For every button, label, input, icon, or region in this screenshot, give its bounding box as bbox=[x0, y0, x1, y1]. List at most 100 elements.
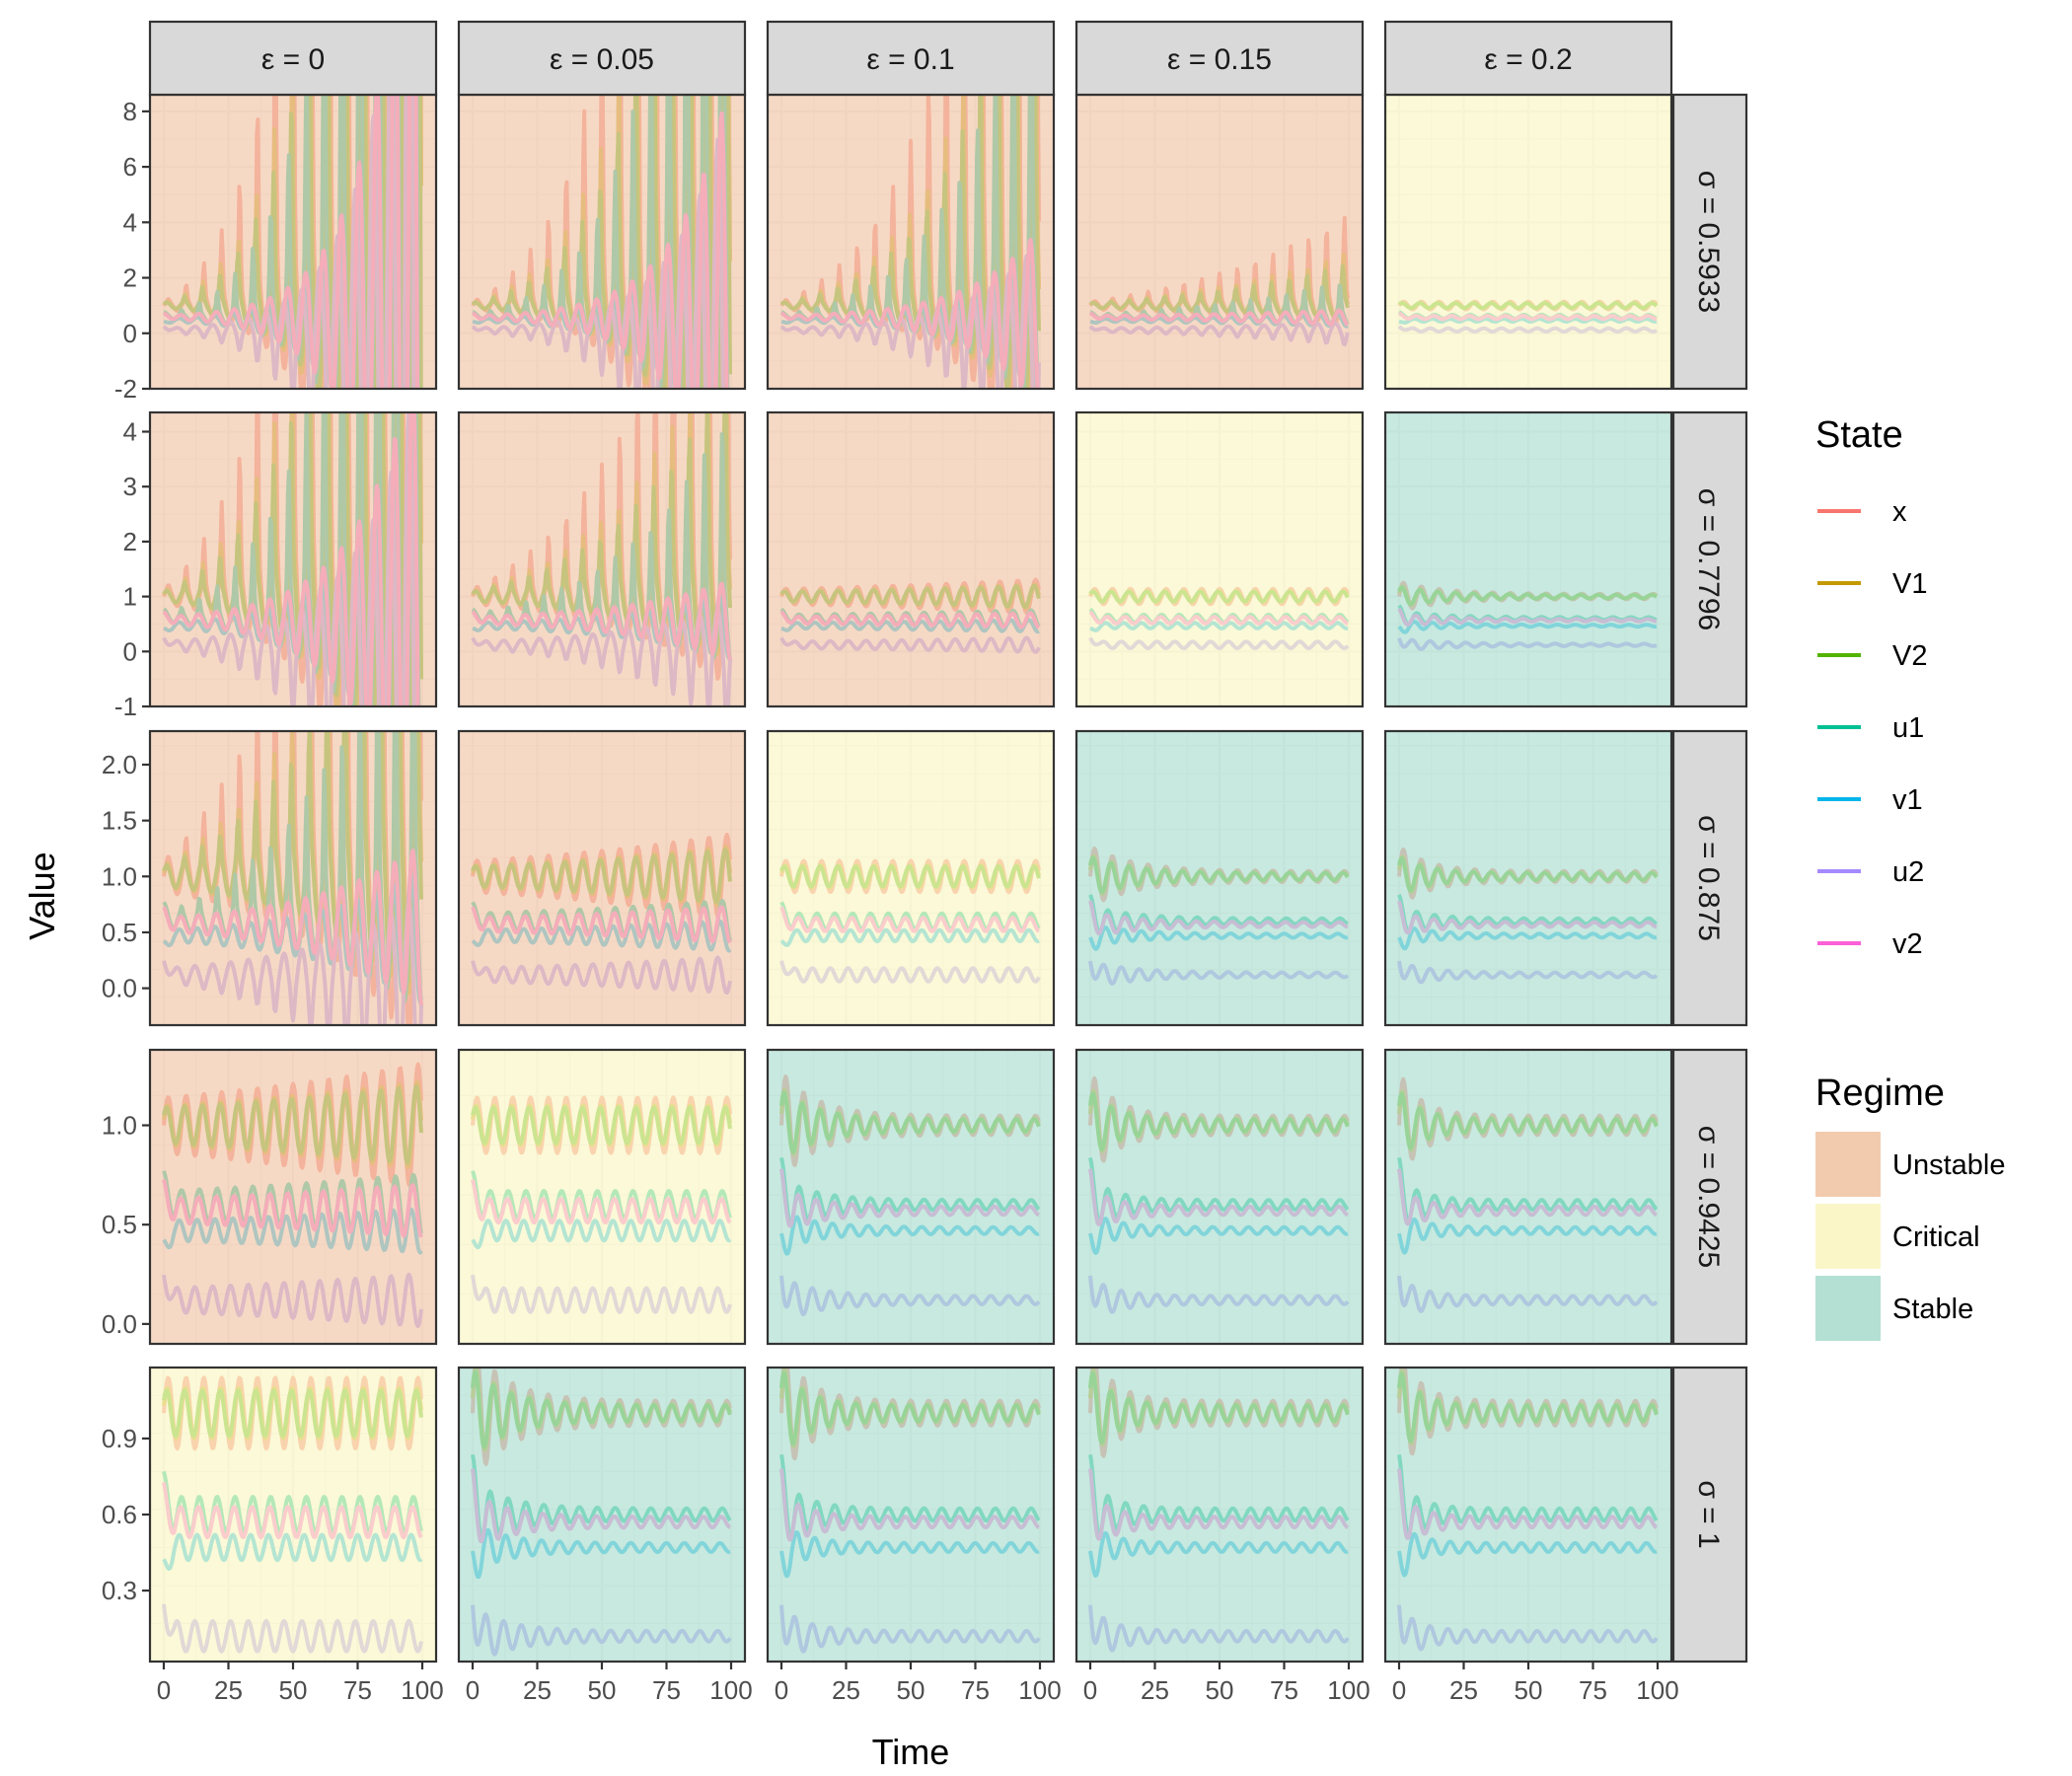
panel-border bbox=[1074, 729, 1365, 1027]
facet-panel-r3-c4 bbox=[1074, 729, 1365, 1027]
y-tick-label: 0.3 bbox=[102, 1576, 137, 1605]
facet-panel-r3-c3 bbox=[766, 729, 1056, 1027]
row-strip-label: σ = 0.875 bbox=[1692, 815, 1725, 941]
legend-label: V1 bbox=[1892, 568, 1927, 600]
regime-fill-unstable bbox=[768, 412, 1054, 706]
x-tick-label: 50 bbox=[897, 1675, 925, 1705]
regime-fill-unstable bbox=[459, 731, 745, 1025]
regime-fill-critical bbox=[459, 1050, 745, 1344]
y-tick-label: 0.5 bbox=[102, 1210, 137, 1239]
regime-fill-stable bbox=[768, 1050, 1054, 1344]
x-tick-label: 25 bbox=[832, 1675, 860, 1705]
column-strip-2: ε = 0.05 bbox=[457, 20, 747, 97]
legend-state-item-u1: u1 bbox=[1817, 712, 1924, 744]
x-tick-label: 50 bbox=[588, 1675, 617, 1705]
regime-fill-stable bbox=[459, 1368, 745, 1662]
y-axis-title: Value bbox=[22, 851, 62, 939]
x-tick-label: 100 bbox=[1327, 1675, 1369, 1705]
y-tick-label: 0.6 bbox=[102, 1500, 137, 1529]
column-strip-label: ε = 0.2 bbox=[1484, 43, 1572, 76]
facet-panel-r1-c5 bbox=[1383, 93, 1673, 391]
column-strip-label: ε = 0.1 bbox=[866, 43, 954, 76]
row-strip-label: σ = 0.5933 bbox=[1692, 171, 1725, 313]
y-tick-label: 1.5 bbox=[102, 806, 137, 836]
y-tick-label: 0.0 bbox=[102, 974, 137, 1003]
regime-fill-unstable bbox=[150, 1050, 436, 1344]
column-strip-label: ε = 0 bbox=[261, 43, 325, 76]
x-tick-label: 100 bbox=[401, 1675, 443, 1705]
facet-panel-r1-c4 bbox=[1074, 93, 1365, 391]
y-tick-label: 0.9 bbox=[102, 1424, 137, 1453]
regime-fill-stable bbox=[1076, 1368, 1363, 1662]
facet-panel-r5-c2 bbox=[457, 1366, 747, 1664]
regime-fill-stable bbox=[1385, 1050, 1671, 1344]
regime-fill-stable bbox=[1076, 1050, 1363, 1344]
y-tick-label: 4 bbox=[123, 207, 137, 237]
column-strip-3: ε = 0.1 bbox=[766, 20, 1056, 97]
legend-label: x bbox=[1892, 496, 1907, 528]
facet-panel-r1-c1 bbox=[148, 93, 438, 391]
x-tick-label: 50 bbox=[1515, 1675, 1543, 1705]
panel-border bbox=[457, 1048, 747, 1346]
y-tick-label: -1 bbox=[114, 692, 137, 721]
regime-fill-unstable bbox=[150, 95, 436, 389]
facet-panel-r2-c4 bbox=[1074, 410, 1365, 708]
regime-fill-stable bbox=[1385, 731, 1671, 1025]
x-tick-label: 100 bbox=[709, 1675, 752, 1705]
x-tick-label: 100 bbox=[1018, 1675, 1061, 1705]
regime-fill-unstable bbox=[459, 95, 745, 389]
regime-fill-unstable bbox=[150, 412, 436, 706]
x-tick-label: 75 bbox=[1270, 1675, 1298, 1705]
row-strip-2: σ = 0.7796 bbox=[1671, 410, 1748, 708]
legend-state-item-u2: u2 bbox=[1817, 856, 1924, 888]
y-tick-label: 0 bbox=[123, 319, 137, 348]
facet-panel-r3-c5 bbox=[1383, 729, 1673, 1027]
x-tick-label: 0 bbox=[775, 1675, 788, 1705]
legend-regime-title: Regime bbox=[1815, 1073, 1945, 1114]
legend-regime-item-unstable: Unstable bbox=[1815, 1132, 2005, 1197]
y-tick-label: 2 bbox=[123, 263, 137, 293]
x-tick-label: 75 bbox=[961, 1675, 990, 1705]
panel-border bbox=[1383, 410, 1673, 708]
regime-fill-stable bbox=[1385, 1368, 1671, 1662]
regime-fill-critical bbox=[768, 731, 1054, 1025]
x-tick-label: 25 bbox=[214, 1675, 243, 1705]
y-tick-label: 6 bbox=[123, 152, 137, 182]
x-tick-label: 75 bbox=[652, 1675, 681, 1705]
legend-state-item-V1: V1 bbox=[1817, 568, 1927, 600]
panel-border bbox=[766, 410, 1056, 708]
legend-label: v2 bbox=[1892, 928, 1923, 960]
x-tick-label: 0 bbox=[157, 1675, 171, 1705]
y-tick-label: 2.0 bbox=[102, 750, 137, 779]
row-strip-label: σ = 1 bbox=[1692, 1480, 1725, 1548]
legend-state-title: State bbox=[1815, 414, 1903, 456]
y-tick-label: 1.0 bbox=[102, 1111, 137, 1141]
regime-fill-critical bbox=[1076, 412, 1363, 706]
row-strip-label: σ = 0.9425 bbox=[1692, 1126, 1725, 1268]
panel-border bbox=[766, 729, 1056, 1027]
x-tick-label: 100 bbox=[1636, 1675, 1678, 1705]
legend-label: V2 bbox=[1892, 640, 1927, 672]
panel-border bbox=[1074, 410, 1365, 708]
legend-label: Critical bbox=[1892, 1221, 1980, 1253]
y-tick-label: 3 bbox=[123, 472, 137, 501]
regime-fill-unstable bbox=[1076, 95, 1363, 389]
panel-border bbox=[766, 1048, 1056, 1346]
regime-fill-critical bbox=[1385, 95, 1671, 389]
y-tick-label: 2 bbox=[123, 527, 137, 556]
facet-panel-r1-c2 bbox=[457, 93, 747, 391]
legend-regime-entries: Unstable Critical Stable bbox=[1815, 1132, 2005, 1341]
x-tick-label: 75 bbox=[1579, 1675, 1607, 1705]
x-tick-label: 0 bbox=[1392, 1675, 1406, 1705]
facet-panel-r5-c1 bbox=[148, 1366, 438, 1664]
facet-panel-r2-c1 bbox=[148, 410, 438, 708]
facet-panel-r5-c3 bbox=[766, 1366, 1056, 1664]
facet-panel-r5-c5 bbox=[1383, 1366, 1673, 1664]
y-tick-label: 0 bbox=[123, 636, 137, 666]
facet-panel-r3-c1 bbox=[148, 729, 438, 1027]
column-strip-5: ε = 0.2 bbox=[1383, 20, 1673, 97]
legend-state-item-v2: v2 bbox=[1817, 928, 1923, 960]
regime-fill-unstable bbox=[459, 412, 745, 706]
facet-panel-r5-c4 bbox=[1074, 1366, 1365, 1664]
regime-fill-critical bbox=[150, 1368, 436, 1662]
